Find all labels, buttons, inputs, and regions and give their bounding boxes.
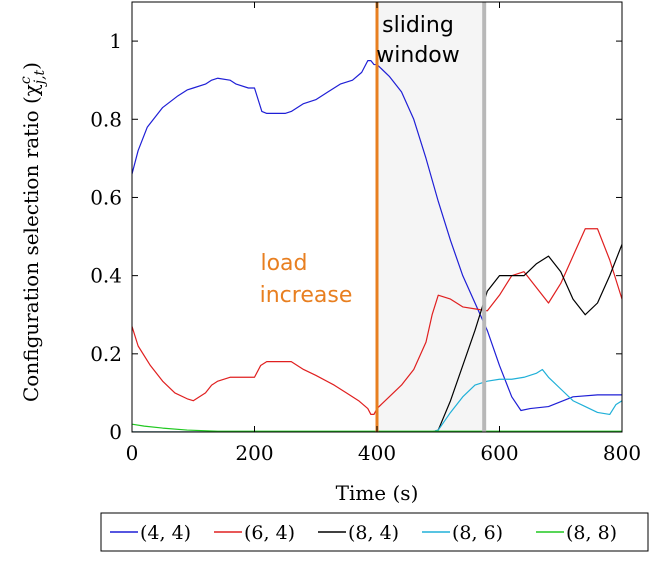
- x-axis-ticks: 0 200 400 600 800: [126, 2, 641, 465]
- y-tick-label: 0.4: [90, 264, 122, 288]
- series-line-4: [132, 368, 622, 432]
- x-tick-label: 600: [480, 441, 518, 465]
- y-axis-ticks: 0 0.2 0.4 0.6 0.8 1: [90, 29, 622, 444]
- legend-label: (6, 4): [244, 522, 295, 544]
- series-line-5: [132, 423, 622, 432]
- y-tick-label: 1: [109, 29, 122, 53]
- y-tick-label: 0.8: [90, 107, 122, 131]
- sliding-window-band: [377, 2, 485, 432]
- x-tick-label: 200: [235, 441, 273, 465]
- legend-label: (8, 6): [452, 522, 503, 544]
- load-increase-label-line2: increase: [260, 283, 353, 308]
- load-increase-label-line1: load: [260, 251, 307, 276]
- legend-label: (8, 8): [566, 522, 617, 544]
- x-tick-label: 0: [126, 441, 139, 465]
- legend-label: (4, 4): [140, 522, 191, 544]
- y-tick-label: 0.6: [90, 185, 122, 209]
- y-axis-label-sup: c: [18, 76, 34, 84]
- x-axis-label: Time (s): [336, 481, 419, 505]
- y-axis-label-main: Configuration selection ratio (χ: [19, 84, 43, 402]
- legend: (4, 4) (6, 4) (8, 4) (8, 6) (8, 8): [110, 522, 617, 544]
- x-tick-label: 800: [603, 441, 641, 465]
- y-tick-label: 0.2: [90, 342, 122, 366]
- x-tick-label: 400: [358, 441, 396, 465]
- sliding-window-label-line2: window: [376, 43, 459, 68]
- y-tick-label: 0: [109, 420, 122, 444]
- sliding-window-label-line1: sliding: [382, 13, 454, 38]
- series-line-2: [132, 228, 622, 416]
- series-line-1: [132, 60, 622, 412]
- y-axis-label: Configuration selection ratio (χcj,t): [18, 62, 48, 402]
- y-axis-label-sub: j,t: [32, 69, 48, 87]
- y-axis-label-close: ): [19, 62, 43, 70]
- series-layer: [132, 60, 622, 432]
- legend-label: (8, 4): [348, 522, 399, 544]
